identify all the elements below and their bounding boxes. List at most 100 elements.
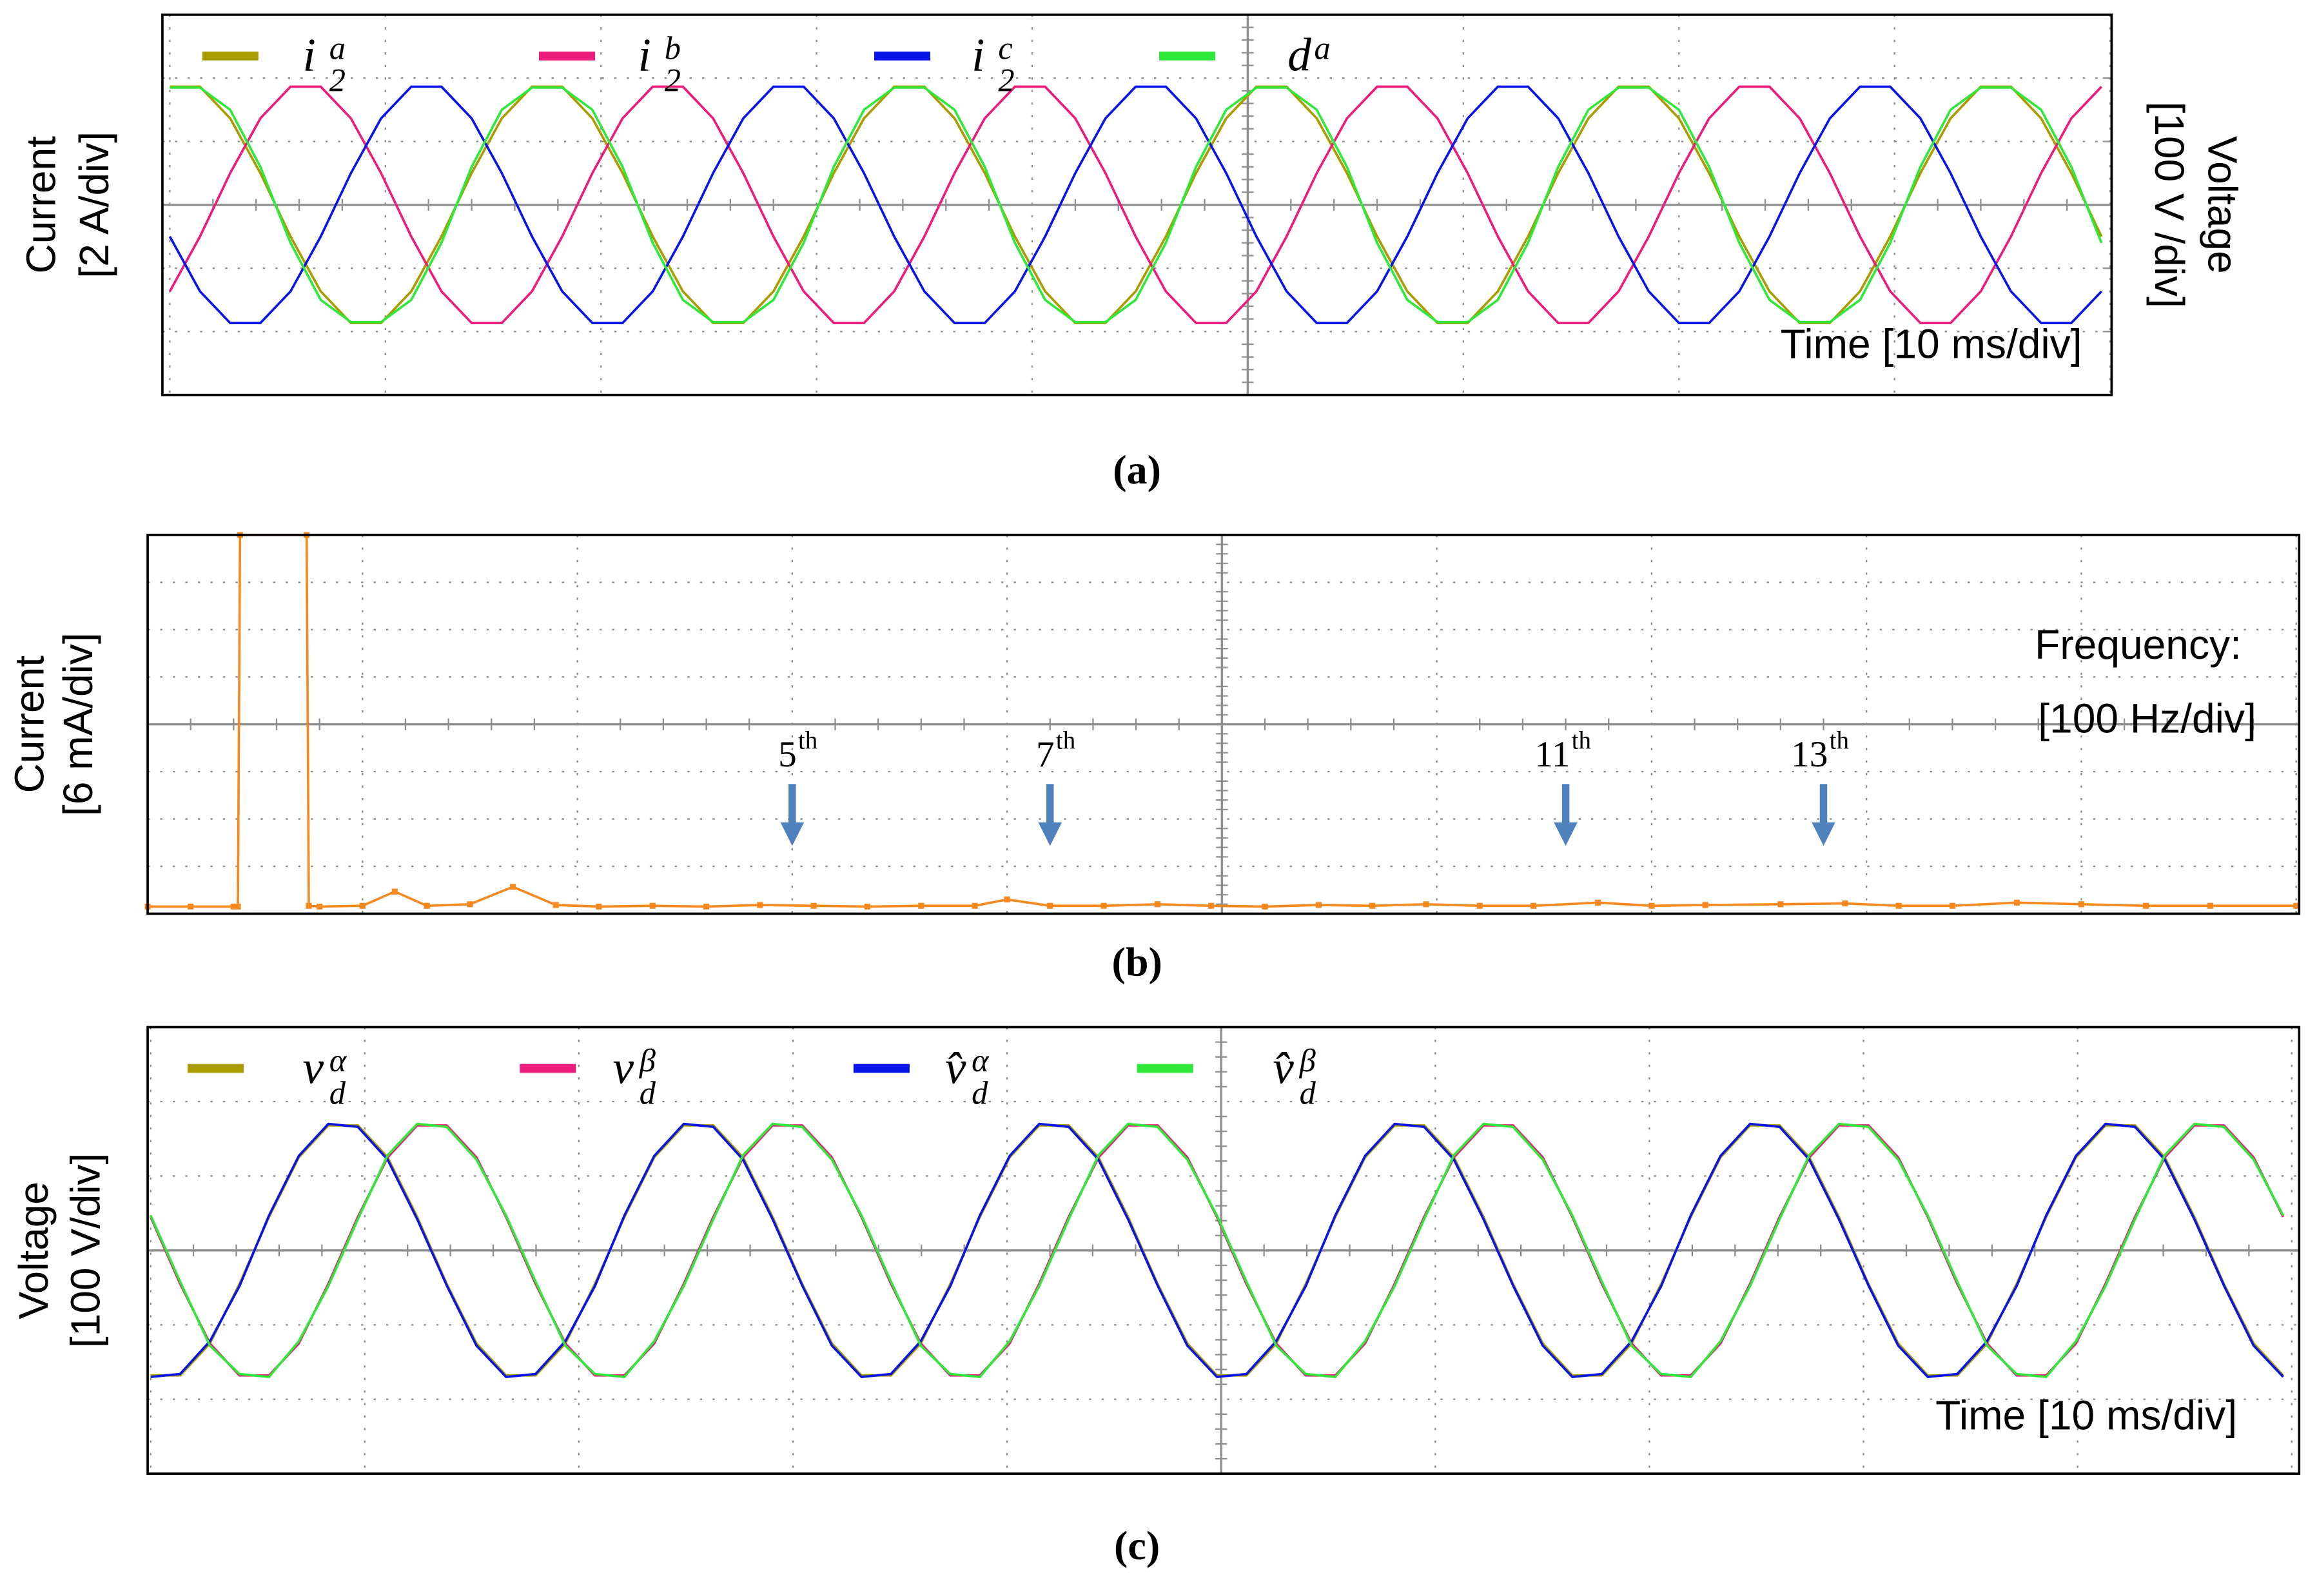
x-axis-label: Time [10 ms/div]: [1781, 321, 2082, 367]
legend-subscript: 2: [998, 63, 1014, 99]
caption: (b): [1111, 939, 1162, 985]
waveform: [150, 1122, 2284, 1378]
data-point: [2078, 901, 2084, 908]
legend-superscript: α: [972, 1042, 990, 1078]
data-point: [510, 884, 516, 890]
waveform: [168, 85, 2103, 324]
data-point: [1047, 902, 1053, 909]
data-point: [810, 902, 817, 909]
arrow-head: [780, 822, 805, 846]
data-point: [359, 902, 366, 909]
legend-superscript: α: [329, 1042, 347, 1078]
x-axis-label: Time [10 ms/div]: [1935, 1392, 2237, 1439]
legend-subscript: d: [972, 1075, 988, 1111]
legend-label: v: [303, 1041, 324, 1093]
data-point: [1648, 902, 1655, 909]
legend-subscript: 2: [665, 63, 681, 99]
waveform: [149, 1122, 2285, 1378]
data-point: [424, 902, 430, 909]
y2-axis-label: [100 V /div]: [2146, 102, 2193, 308]
legend-superscript: c: [998, 30, 1012, 66]
data-point: [2207, 902, 2213, 909]
waveform: [170, 86, 2103, 324]
annotation-suffix: th: [1056, 726, 1075, 754]
legend-label: i: [972, 29, 984, 81]
annotation-label: 11: [1534, 734, 1570, 775]
annotation-suffix: th: [1572, 726, 1591, 754]
caption: (c): [1114, 1523, 1160, 1568]
data-point: [1842, 900, 1848, 907]
data-point: [1476, 902, 1483, 909]
data-point: [188, 903, 194, 910]
data-point: [306, 902, 312, 909]
plot-frame: [146, 1026, 2301, 1475]
data-point: [391, 888, 398, 895]
y2-axis-label: Voltage: [2200, 136, 2246, 274]
data-point: [1154, 901, 1160, 908]
y-axis-label: Current: [6, 656, 52, 793]
annotation-suffix: th: [1830, 726, 1849, 754]
data-point: [1895, 902, 1902, 909]
x-axis-label: [100 Hz/div]: [2038, 695, 2256, 741]
y-axis-label: [100 V/div]: [62, 1153, 108, 1348]
data-point: [2013, 899, 2020, 906]
arrow-head: [1554, 822, 1578, 846]
data-point: [1100, 902, 1107, 909]
data-point: [1777, 901, 1784, 908]
data-point: [2293, 902, 2300, 909]
legend-superscript: a: [329, 30, 346, 66]
data-point: [703, 903, 710, 910]
data-point: [757, 902, 763, 908]
y-axis-label: Voltage: [10, 1182, 57, 1319]
legend-superscript: b: [665, 30, 681, 66]
y-axis-label: [6 mA/div]: [55, 632, 101, 816]
plot-frame: [161, 14, 2113, 396]
x-axis-label: Frequency:: [2035, 621, 2242, 668]
legend-label: i: [638, 29, 650, 81]
data-point: [553, 902, 559, 908]
data-point: [649, 902, 656, 909]
legend-superscript: a: [1315, 30, 1331, 66]
legend-label: v: [613, 1041, 634, 1093]
legend-subscript: d: [329, 1075, 346, 1111]
legend-subscript: d: [1300, 1075, 1316, 1111]
data-point: [1315, 902, 1322, 908]
data-point: [864, 903, 871, 910]
legend-label: v̂: [1273, 1041, 1294, 1093]
arrow-head: [1038, 822, 1062, 846]
y-axis-label: Current: [18, 136, 64, 274]
data-point: [235, 903, 241, 910]
y-axis-label: [2 A/div]: [71, 131, 117, 278]
data-point: [317, 903, 323, 910]
data-point: [1423, 901, 1429, 908]
data-point: [1594, 899, 1601, 906]
data-point: [1369, 902, 1376, 909]
legend-superscript: β: [639, 1042, 656, 1078]
legend-label: v̂: [945, 1041, 966, 1093]
waveform: [170, 85, 2103, 324]
data-point: [972, 902, 978, 909]
annotation-label: 7: [1036, 734, 1055, 775]
legend-label: i: [303, 29, 316, 81]
data-point: [1702, 902, 1708, 908]
data-point: [467, 901, 473, 908]
annotation-label: 5: [778, 734, 797, 775]
legend-subscript: d: [640, 1075, 656, 1111]
data-point: [1949, 902, 1956, 909]
data-point: [1262, 903, 1268, 910]
data-point: [230, 903, 237, 910]
data-point: [1208, 902, 1215, 909]
data-point: [2142, 902, 2149, 909]
data-point: [918, 902, 924, 909]
plot-frame: [146, 534, 2301, 915]
caption: (a): [1113, 447, 1161, 492]
legend-label: d: [1287, 29, 1311, 81]
legend-superscript: β: [1299, 1042, 1316, 1078]
annotation-suffix: th: [798, 726, 817, 754]
data-point: [596, 903, 602, 910]
arrow-head: [1812, 822, 1835, 846]
data-point: [1531, 902, 1537, 909]
waveform: [168, 85, 2103, 324]
